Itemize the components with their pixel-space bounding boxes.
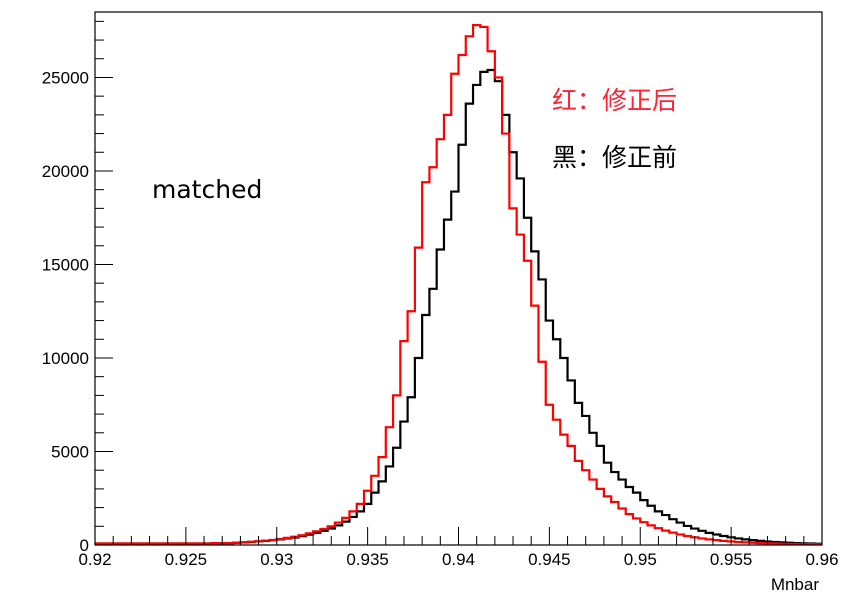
annotation-legend-red: 红：修正后 xyxy=(552,86,677,115)
x-tick-label: 0.945 xyxy=(528,550,571,569)
annotation-legend-black: 黑：修正前 xyxy=(552,143,677,172)
y-tick-label: 0 xyxy=(80,536,89,555)
x-tick-label: 0.93 xyxy=(260,550,293,569)
series-line-red xyxy=(95,23,822,546)
annotation-matched: matched xyxy=(152,175,262,204)
x-tick-label: 0.92 xyxy=(78,550,111,569)
axes: 0.92 0.925 0.93 0.935 0.94 0.945 0.95 0.955 0.96… xyxy=(42,11,839,569)
x-tick-label: 0.94 xyxy=(442,550,475,569)
x-tick-label: 0.96 xyxy=(805,550,838,569)
x-axis-title: Mnbar xyxy=(771,575,820,594)
x-tick-label: 0.935 xyxy=(346,550,389,569)
y-tick-label: 25000 xyxy=(42,68,89,87)
x-tick-label: 0.955 xyxy=(710,550,753,569)
y-tick-label: 15000 xyxy=(42,255,89,274)
y-tick-label: 5000 xyxy=(51,442,89,461)
y-tick-label: 10000 xyxy=(42,349,89,368)
x-tick-label: 0.95 xyxy=(624,550,657,569)
y-tick-label: 20000 xyxy=(42,162,89,181)
x-tick-label: 0.925 xyxy=(165,550,208,569)
plot-area xyxy=(95,23,822,546)
